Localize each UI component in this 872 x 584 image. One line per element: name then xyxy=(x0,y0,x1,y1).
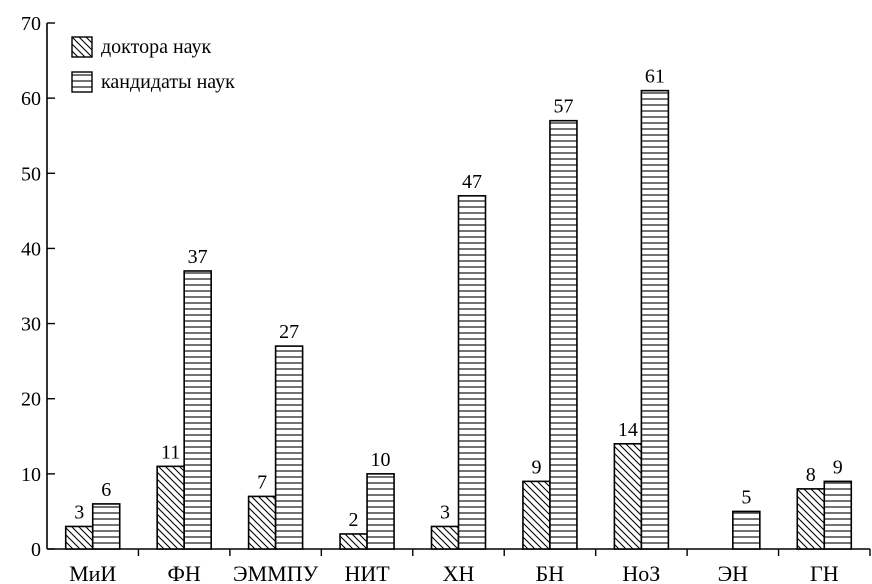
data-label: 14 xyxy=(618,419,638,441)
bar-candidates xyxy=(366,473,395,550)
data-label: 8 xyxy=(806,464,816,486)
x-tick-label: НоЗ xyxy=(622,561,660,584)
bar-doctors xyxy=(522,480,551,550)
legend-label: кандидаты наук xyxy=(101,71,235,93)
bar-candidates xyxy=(183,270,212,550)
y-tick-label: 0 xyxy=(31,539,41,561)
legend: доктора наук кандидаты наук xyxy=(71,36,235,93)
y-tick-label: 70 xyxy=(21,13,41,35)
bar-doctors xyxy=(339,533,368,550)
x-tick-label: ЭН xyxy=(718,561,749,584)
data-label: 37 xyxy=(188,246,208,268)
data-label: 3 xyxy=(74,501,84,523)
x-tick-label: ХН xyxy=(443,561,475,584)
bar-candidates xyxy=(823,480,853,550)
legend-swatch-candidates xyxy=(71,71,93,93)
bar-doctors xyxy=(796,488,826,550)
x-tick-label: НИТ xyxy=(344,561,390,584)
bar-candidates xyxy=(549,119,578,550)
bar-candidates xyxy=(640,89,670,550)
y-tick-label: 10 xyxy=(21,464,41,486)
data-label: 9 xyxy=(531,456,541,478)
data-label: 47 xyxy=(462,171,482,193)
data-label: 10 xyxy=(371,449,391,471)
data-label: 6 xyxy=(101,479,111,501)
y-tick-label: 40 xyxy=(21,238,41,260)
x-tick-label: ГН xyxy=(810,561,839,584)
bar-doctors xyxy=(64,525,94,550)
data-label: 2 xyxy=(349,509,359,531)
data-label: 57 xyxy=(553,96,573,118)
axes: 0 10 20 30 40 50 60 70 МиИ ФН ЭММПУ НИТ ХН БН НоЗ ЭН ГН xyxy=(21,13,871,584)
bar-doctors xyxy=(430,525,460,550)
legend-label: доктора наук xyxy=(101,36,212,58)
legend-swatch-doctors xyxy=(71,36,93,58)
data-label: 61 xyxy=(645,66,665,88)
bar-candidates xyxy=(274,345,304,550)
data-label: 9 xyxy=(833,456,843,478)
x-tick-label: МиИ xyxy=(69,561,116,584)
bar-doctors xyxy=(613,442,643,550)
data-label: 5 xyxy=(741,486,751,508)
y-tick-label: 50 xyxy=(21,163,41,185)
x-tick-label: ФН xyxy=(168,561,201,584)
x-tick-label: БН xyxy=(536,561,565,584)
data-label: 7 xyxy=(257,471,267,493)
y-tick-label: 30 xyxy=(21,314,41,336)
bar-candidates xyxy=(91,503,121,550)
y-tick-label: 20 xyxy=(21,389,41,411)
bar-candidates xyxy=(457,195,487,550)
data-label: 3 xyxy=(440,501,450,523)
bar-doctors xyxy=(156,465,185,550)
data-label: 27 xyxy=(279,321,299,343)
y-tick-label: 60 xyxy=(21,88,41,110)
x-tick-label: ЭММПУ xyxy=(233,561,319,584)
bar-candidates xyxy=(732,510,761,550)
bar-doctors xyxy=(247,495,277,550)
data-label: 11 xyxy=(161,441,180,463)
